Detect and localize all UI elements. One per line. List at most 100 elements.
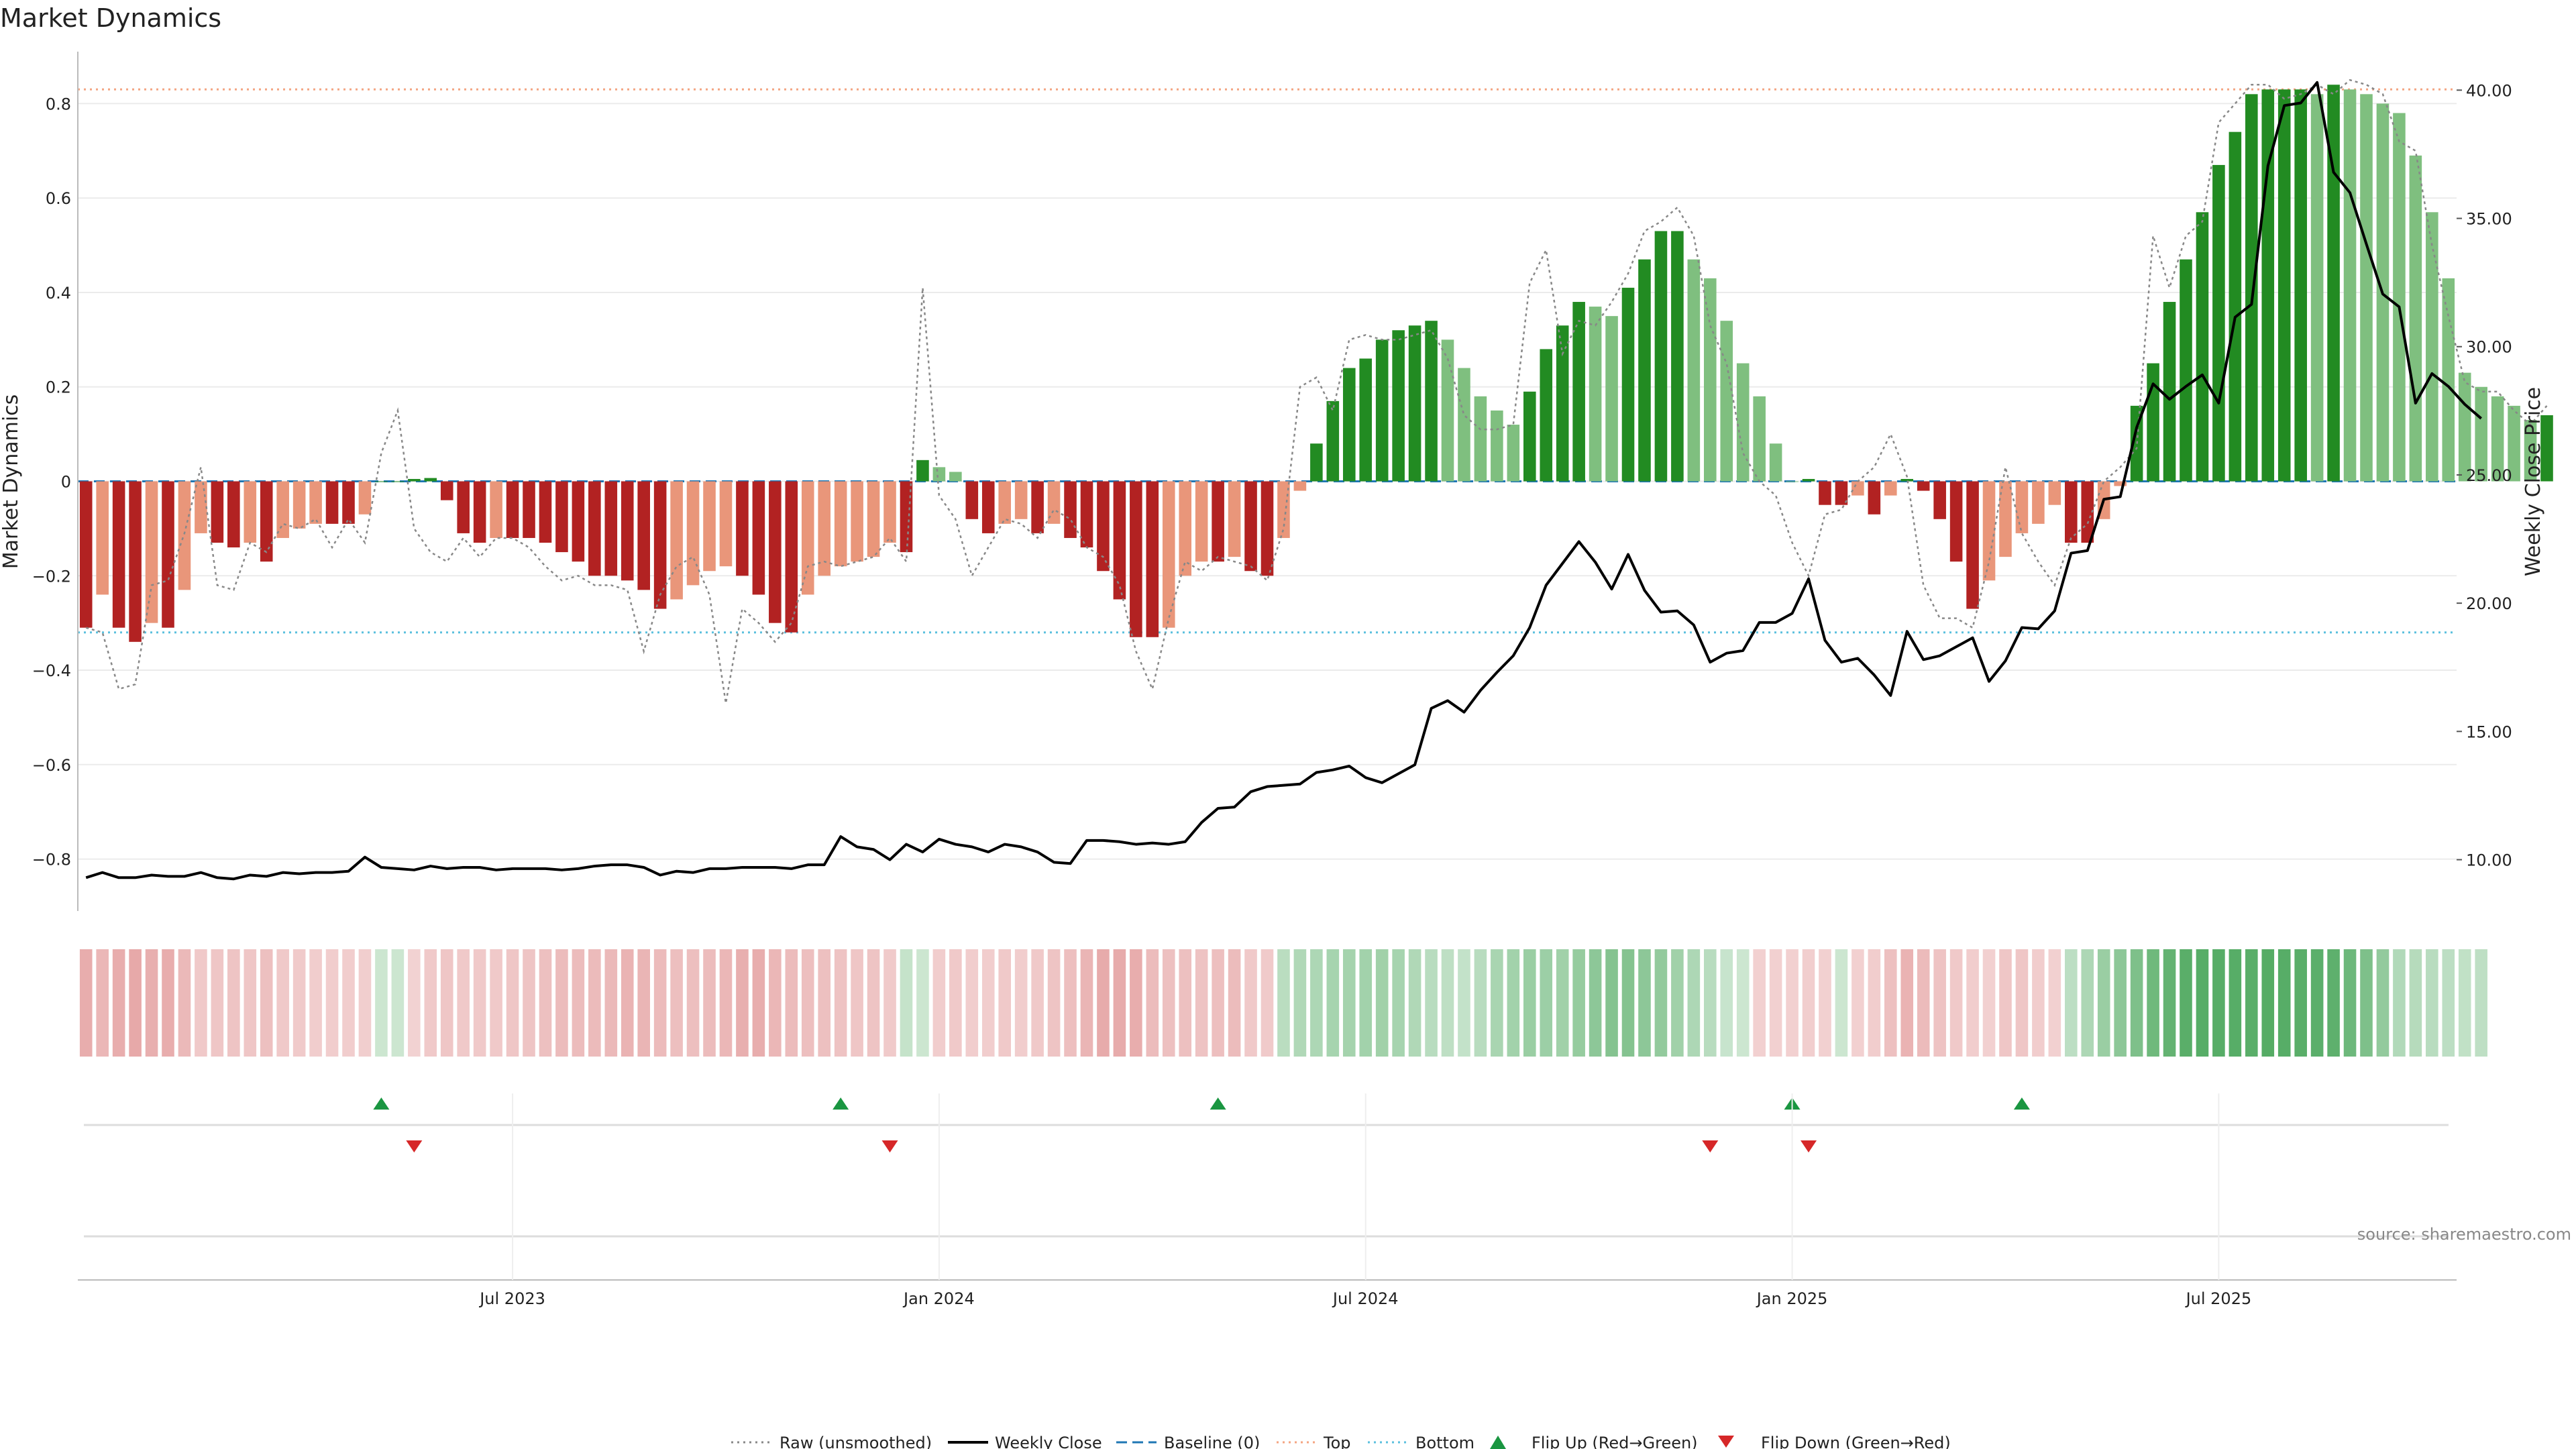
strip-cell xyxy=(2458,949,2471,1057)
strip-cell xyxy=(736,949,749,1057)
strip-cell xyxy=(1342,949,1356,1057)
bar xyxy=(588,481,601,576)
left-tick-label: 0.6 xyxy=(46,189,71,208)
strip-cell xyxy=(1949,949,1963,1057)
raw-series-line xyxy=(85,78,2548,704)
flip-up-marker xyxy=(373,1097,390,1110)
strip-cell xyxy=(2393,949,2406,1057)
strip-cell xyxy=(2130,949,2143,1057)
bar xyxy=(1621,287,1635,482)
weekly-close-line xyxy=(85,80,2482,881)
bar xyxy=(457,481,470,533)
strip-cell xyxy=(1162,949,1175,1057)
strip-cell xyxy=(1113,949,1126,1057)
strip-cell xyxy=(2261,949,2275,1057)
bar xyxy=(1310,443,1323,482)
left-axis-label: Market Dynamics xyxy=(0,394,23,570)
strip-cell xyxy=(1179,949,1192,1057)
strip-cell xyxy=(1671,949,1684,1057)
bar xyxy=(1491,410,1503,482)
strip-cell xyxy=(506,949,519,1057)
bar xyxy=(801,481,814,595)
bar xyxy=(1917,481,1930,491)
bar xyxy=(260,481,273,562)
right-tick-label: 10.00 xyxy=(2466,851,2512,870)
bar xyxy=(1835,481,1848,505)
bar xyxy=(1703,278,1717,482)
bar xyxy=(1260,481,1274,576)
strip-cell xyxy=(1982,949,1996,1057)
bar xyxy=(1671,231,1684,482)
right-tick-label: 20.00 xyxy=(2466,594,2512,613)
bar xyxy=(1736,363,1750,482)
bar xyxy=(834,481,847,567)
strip-cell xyxy=(621,949,634,1057)
bar xyxy=(1146,481,1159,637)
strip-cell xyxy=(1047,949,1061,1057)
bar xyxy=(539,481,552,543)
bar xyxy=(1130,481,1142,637)
strip-cell xyxy=(2147,949,2159,1057)
strip-cell xyxy=(965,949,979,1057)
left-tick-label: 0.2 xyxy=(46,378,71,397)
bar xyxy=(818,481,831,576)
bar xyxy=(1589,307,1602,482)
strip-cell xyxy=(2409,949,2422,1057)
bar xyxy=(1868,481,1881,515)
bar xyxy=(1802,478,1815,482)
strip-cell xyxy=(1868,949,1881,1057)
strip-cell xyxy=(2327,949,2340,1057)
strip-cell xyxy=(408,949,421,1057)
strip-cell xyxy=(1080,949,1093,1057)
strip-cell xyxy=(2015,949,2029,1057)
bar xyxy=(1441,339,1454,482)
left-tick-label: 0.8 xyxy=(46,95,71,113)
bar xyxy=(572,481,585,562)
strip-cell xyxy=(900,949,913,1057)
strip-cell xyxy=(440,949,453,1057)
bar xyxy=(637,481,650,590)
bar xyxy=(1458,368,1470,482)
flip-up-marker xyxy=(1210,1097,1226,1110)
bar xyxy=(2491,396,2504,482)
bar xyxy=(1851,481,1864,496)
strip-cell xyxy=(2310,949,2324,1057)
strip-cell xyxy=(932,949,946,1057)
bar xyxy=(2032,481,2045,524)
bar xyxy=(1753,396,1766,482)
bar xyxy=(752,481,765,595)
bar xyxy=(1949,481,1963,562)
strip-cell xyxy=(473,949,486,1057)
bar xyxy=(1064,481,1077,538)
bar xyxy=(965,481,979,519)
strip-cell xyxy=(1425,949,1438,1057)
strip-cell xyxy=(1212,949,1224,1057)
strip-cell xyxy=(867,949,880,1057)
bar xyxy=(1375,339,1389,482)
strip-cell xyxy=(981,949,995,1057)
bar xyxy=(2180,259,2192,482)
bar xyxy=(621,481,634,581)
strip-cell xyxy=(1458,949,1470,1057)
bar xyxy=(2048,481,2061,505)
strip-cell xyxy=(1605,949,1618,1057)
bar xyxy=(1982,481,1996,581)
bar xyxy=(1080,481,1093,548)
strip-cell xyxy=(1703,949,1717,1057)
bar xyxy=(1523,391,1536,482)
strip-cell xyxy=(1130,949,1142,1057)
bar xyxy=(96,481,109,595)
bar xyxy=(408,478,421,482)
bar xyxy=(2442,278,2455,482)
bar xyxy=(900,481,913,553)
bar xyxy=(719,481,733,567)
left-tick-label: −0.4 xyxy=(32,661,71,680)
strip-cell xyxy=(309,949,322,1057)
strip-cell xyxy=(1621,949,1635,1057)
strip-cell xyxy=(2032,949,2045,1057)
strip-cell xyxy=(998,949,1012,1057)
strip-cell xyxy=(686,949,700,1057)
bar xyxy=(211,481,224,543)
strip-cell xyxy=(1359,949,1373,1057)
source-note: source: sharemaestro.com xyxy=(2357,1225,2571,1244)
